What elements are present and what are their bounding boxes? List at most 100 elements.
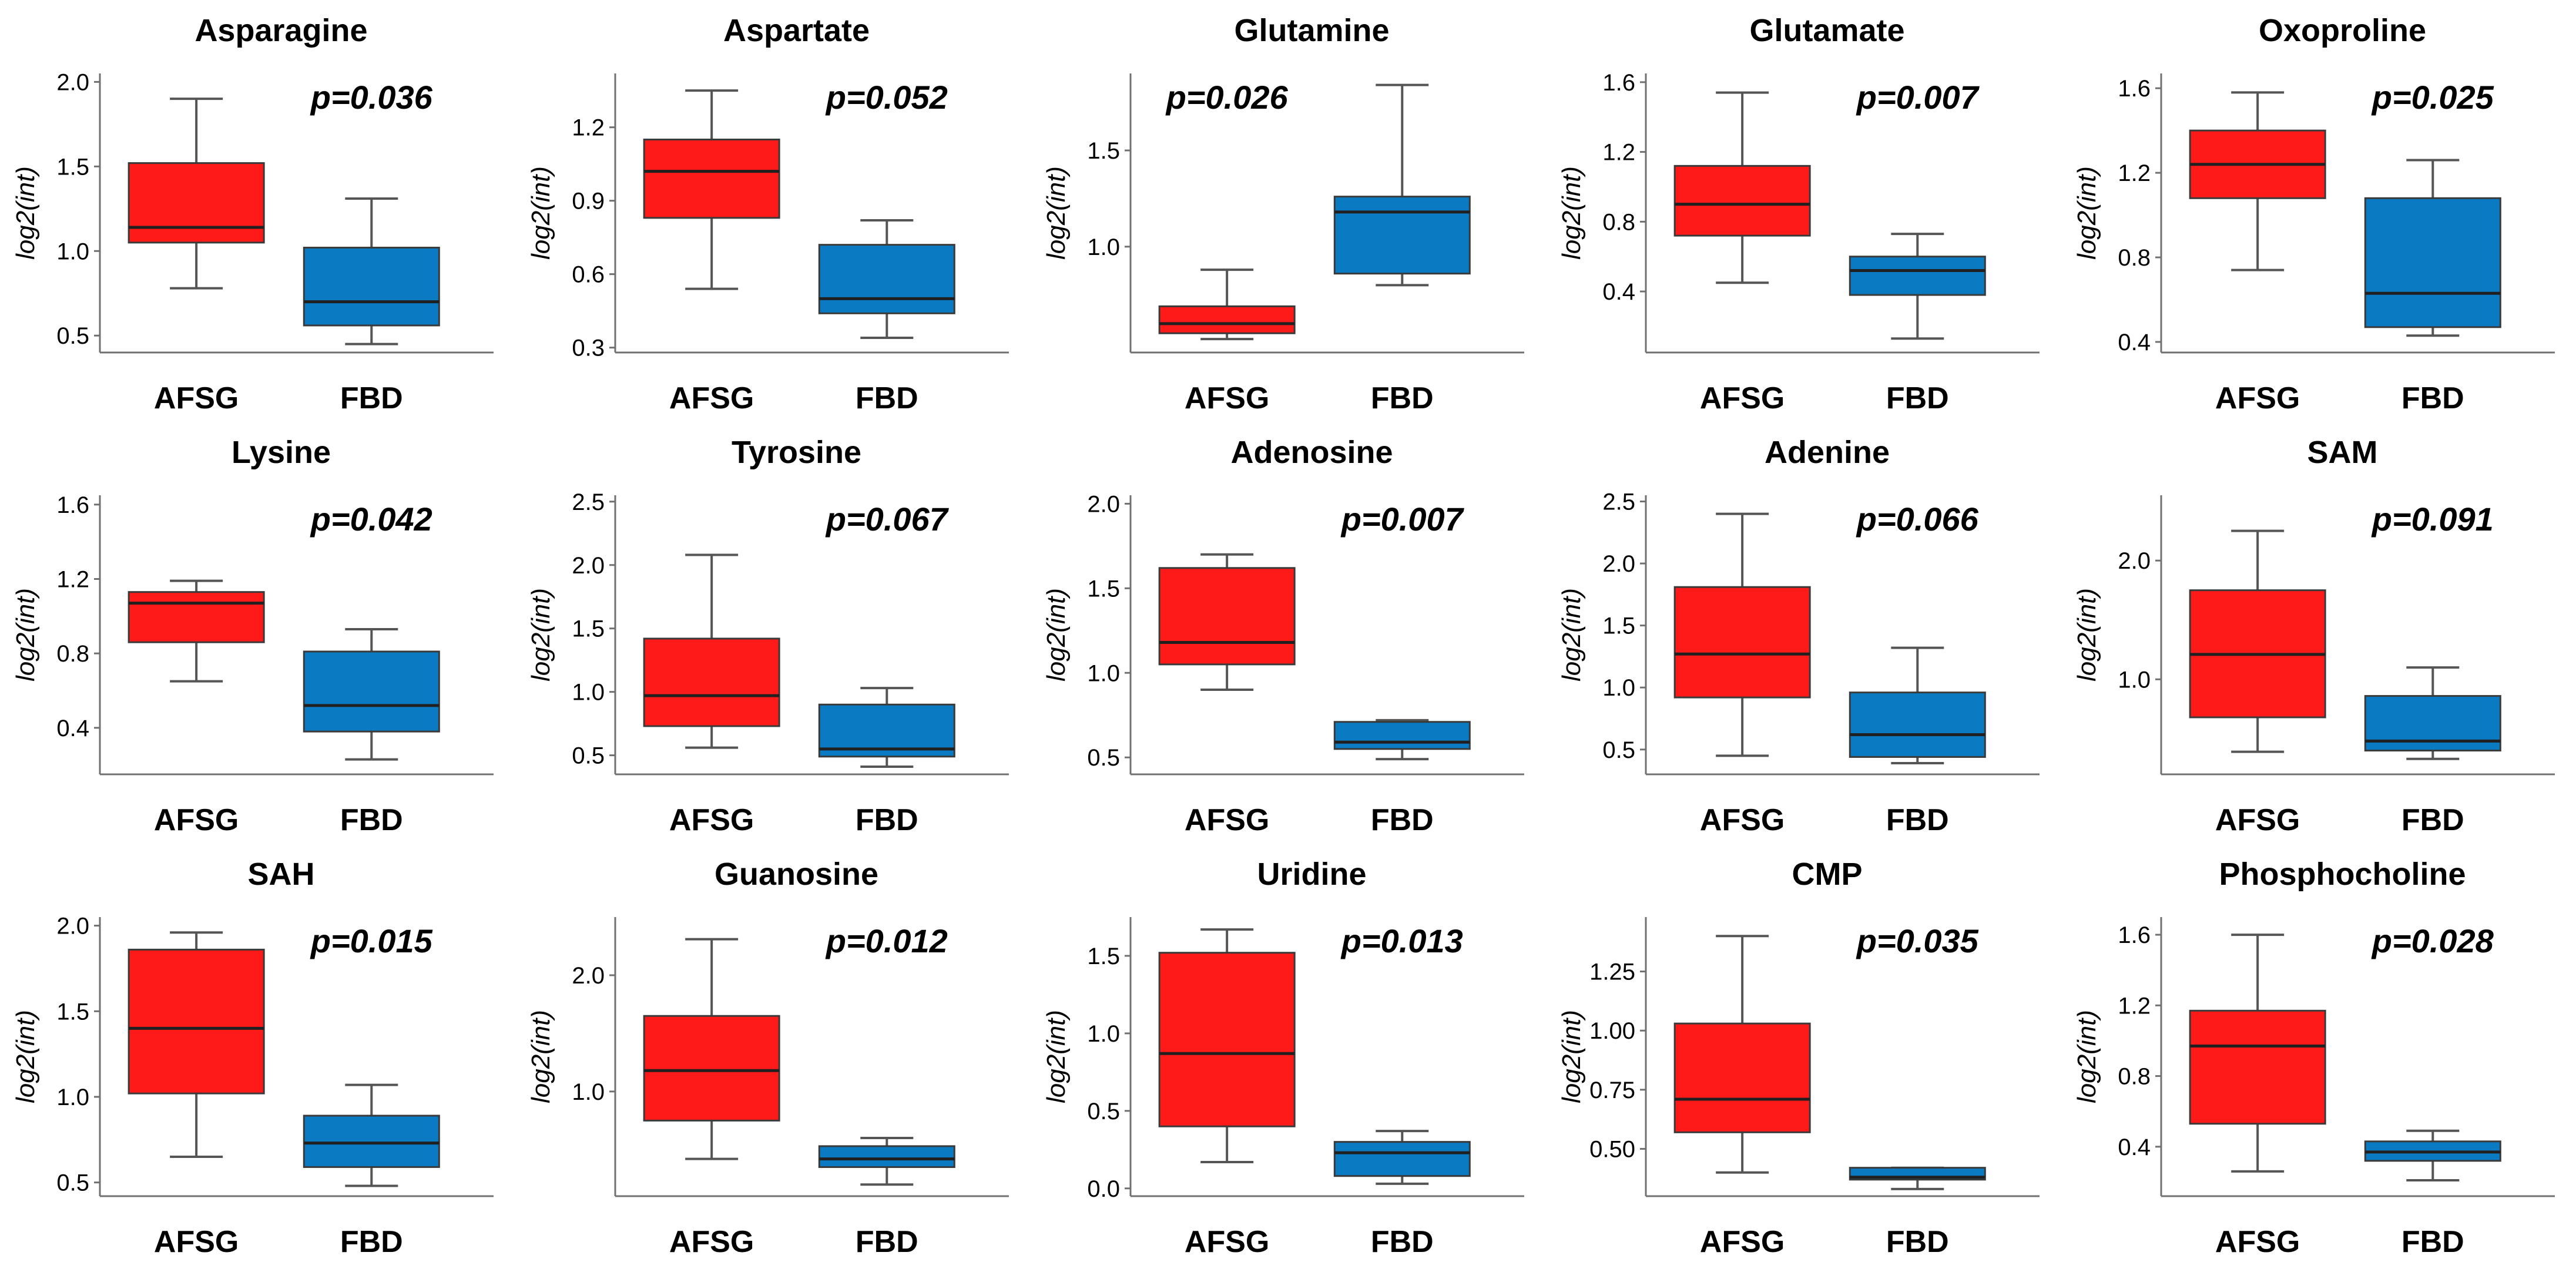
box-fbd bbox=[1333, 1141, 1471, 1177]
y-tick-label: 1.0 bbox=[56, 1085, 89, 1110]
box-fbd bbox=[303, 247, 440, 327]
x-category-label: AFSG bbox=[2215, 803, 2300, 837]
y-tick-label: 2.0 bbox=[56, 69, 89, 95]
panel-title: Adenine bbox=[1765, 435, 1890, 470]
box-afsg bbox=[2189, 1009, 2326, 1125]
y-axis-label: log2(int) bbox=[526, 1010, 555, 1103]
y-axis-label: log2(int) bbox=[11, 588, 40, 682]
p-value-label: p=0.012 bbox=[825, 922, 948, 959]
y-tick-label: 1.2 bbox=[2118, 160, 2151, 186]
x-category-label: FBD bbox=[1886, 381, 1949, 415]
y-tick-label: 1.5 bbox=[1087, 138, 1120, 164]
y-tick-label: 1.0 bbox=[572, 680, 605, 706]
p-value-label: p=0.015 bbox=[310, 922, 433, 959]
y-axis-label: log2(int) bbox=[1557, 166, 1586, 260]
y-axis-label: log2(int) bbox=[1557, 1010, 1586, 1103]
x-category-label: FBD bbox=[2401, 381, 2464, 415]
x-category-label: FBD bbox=[1371, 803, 1434, 837]
y-tick-label: 0.6 bbox=[572, 262, 605, 288]
x-category-label: FBD bbox=[1371, 1225, 1434, 1259]
y-axis-label: log2(int) bbox=[2072, 588, 2101, 682]
y-tick-label: 1.5 bbox=[1087, 576, 1120, 602]
chart-panel: Tyrosine 0.5 1.0 1.5 2.0 2.5 log2(int) AFSG FBD p… bbox=[526, 435, 1009, 837]
y-axis-label: log2(int) bbox=[526, 588, 555, 682]
y-tick-label: 1.0 bbox=[1087, 1021, 1120, 1047]
p-value-label: p=0.091 bbox=[2371, 501, 2494, 538]
x-category-label: FBD bbox=[1371, 381, 1434, 415]
y-axis-label: log2(int) bbox=[526, 166, 555, 260]
y-tick-label: 1.0 bbox=[572, 1079, 605, 1105]
y-tick-label: 0.0 bbox=[1087, 1176, 1120, 1202]
x-category-label: AFSG bbox=[669, 381, 754, 415]
panel-title: Tyrosine bbox=[732, 435, 861, 470]
y-axis-label: log2(int) bbox=[2072, 166, 2101, 260]
chart-panel: Lysine 0.4 0.8 1.2 1.6 log2(int) AFSG FBD p=0.04… bbox=[11, 435, 494, 837]
chart-panel: Adenine 0.5 1.0 1.5 2.0 2.5 log2(int) AFSG FBD p=… bbox=[1557, 435, 2040, 837]
x-category-label: AFSG bbox=[2215, 381, 2300, 415]
box-fbd bbox=[2364, 197, 2501, 328]
y-tick-label: 1.6 bbox=[56, 492, 89, 518]
y-tick-label: 1.0 bbox=[1087, 234, 1120, 260]
p-value-label: p=0.028 bbox=[2371, 922, 2494, 959]
x-category-label: AFSG bbox=[1185, 381, 1269, 415]
box-afsg bbox=[1158, 305, 1296, 334]
y-tick-label: 0.8 bbox=[1602, 209, 1635, 235]
y-tick-label: 0.4 bbox=[2118, 1134, 2151, 1160]
x-category-label: FBD bbox=[340, 803, 403, 837]
chart-panel: Glutamine 1.0 1.5 log2(int) AFSG FBD p=0.026 bbox=[1042, 13, 1524, 415]
box-afsg bbox=[1673, 586, 1811, 699]
x-category-label: AFSG bbox=[669, 803, 754, 837]
x-category-label: FBD bbox=[340, 1225, 403, 1259]
chart-panel: Glutamate 0.4 0.8 1.2 1.6 log2(int) AFSG FBD p=0… bbox=[1557, 13, 2040, 415]
box-fbd bbox=[1333, 196, 1471, 275]
box-fbd bbox=[303, 650, 440, 733]
y-axis-label: log2(int) bbox=[11, 166, 40, 260]
y-tick-label: 2.0 bbox=[1087, 491, 1120, 517]
box-afsg bbox=[1158, 567, 1296, 666]
box-fbd bbox=[818, 244, 955, 314]
y-tick-label: 0.50 bbox=[1589, 1136, 1635, 1162]
y-tick-label: 1.6 bbox=[2118, 76, 2151, 102]
panel-title: Aspartate bbox=[723, 13, 870, 48]
p-value-label: p=0.007 bbox=[1856, 79, 1980, 116]
y-tick-label: 2.0 bbox=[2118, 548, 2151, 574]
x-category-label: AFSG bbox=[154, 381, 239, 415]
box-fbd bbox=[1333, 721, 1471, 750]
y-axis-label: log2(int) bbox=[1042, 1010, 1071, 1103]
x-category-label: FBD bbox=[856, 381, 918, 415]
chart-panel: Adenosine 0.5 1.0 1.5 2.0 log2(int) AFSG FBD p=0… bbox=[1042, 435, 1524, 837]
x-category-label: AFSG bbox=[154, 803, 239, 837]
x-category-label: AFSG bbox=[1700, 381, 1785, 415]
p-value-label: p=0.026 bbox=[1165, 79, 1289, 116]
p-value-label: p=0.035 bbox=[1856, 922, 1979, 959]
panel-title: Oxoproline bbox=[2259, 13, 2426, 48]
panel-title: Adenosine bbox=[1230, 435, 1393, 470]
p-value-label: p=0.067 bbox=[825, 501, 950, 538]
x-category-label: FBD bbox=[856, 1225, 918, 1259]
x-category-label: AFSG bbox=[1185, 1225, 1269, 1259]
y-tick-label: 1.0 bbox=[1087, 660, 1120, 686]
y-tick-label: 1.6 bbox=[2118, 922, 2151, 948]
y-axis-label: log2(int) bbox=[2072, 1010, 2101, 1103]
y-tick-label: 2.0 bbox=[1602, 551, 1635, 577]
y-tick-label: 0.5 bbox=[56, 1170, 89, 1196]
panel-title: Phosphocholine bbox=[2219, 857, 2466, 892]
box-afsg bbox=[128, 948, 265, 1095]
y-tick-label: 0.75 bbox=[1589, 1077, 1635, 1103]
y-tick-label: 2.5 bbox=[572, 489, 605, 515]
x-category-label: AFSG bbox=[669, 1225, 754, 1259]
panel-title: SAH bbox=[247, 857, 314, 892]
chart-panel: Oxoproline 0.4 0.8 1.2 1.6 log2(int) AFSG FBD p=… bbox=[2072, 13, 2555, 415]
y-tick-label: 1.25 bbox=[1589, 959, 1635, 985]
y-tick-label: 0.4 bbox=[1602, 279, 1635, 305]
y-tick-label: 0.4 bbox=[2118, 330, 2151, 355]
chart-panel: SAH 0.5 1.0 1.5 2.0 log2(int) AFSG FBD p=0.015 bbox=[11, 857, 494, 1259]
y-tick-label: 0.8 bbox=[56, 641, 89, 667]
x-category-label: FBD bbox=[2401, 803, 2464, 837]
y-tick-label: 0.5 bbox=[1602, 737, 1635, 763]
x-category-label: FBD bbox=[340, 381, 403, 415]
y-tick-label: 1.5 bbox=[1087, 944, 1120, 969]
panel-title: Glutamine bbox=[1234, 13, 1389, 48]
